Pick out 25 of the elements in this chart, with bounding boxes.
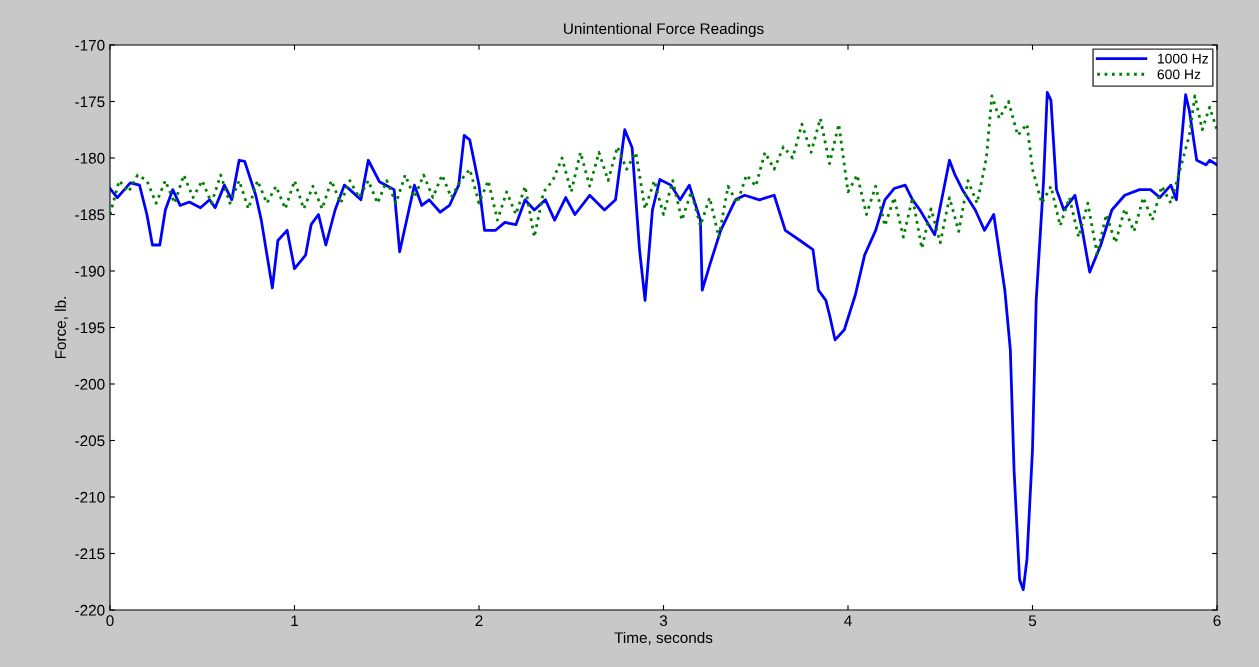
y-tick-label: -205	[75, 435, 105, 447]
x-tick-label: 3	[659, 615, 668, 627]
x-tick-label: 4	[844, 615, 852, 626]
x-tick-label: 0	[106, 615, 114, 627]
y-tick-label: -170	[75, 39, 105, 51]
y-tick-label: -180	[75, 152, 105, 164]
y-tick-label: -195	[75, 322, 105, 334]
x-tick-label: 6	[1213, 615, 1221, 627]
y-tick-label: -200	[75, 378, 105, 390]
legend-label: 1000 Hz	[1158, 53, 1208, 64]
x-tick-label: 1	[291, 615, 298, 626]
x-tick-label: 2	[475, 615, 483, 626]
x-axis-title: Time, seconds	[614, 631, 713, 645]
line-series	[110, 91, 1217, 592]
y-axis-title: Force, lb.	[54, 297, 68, 359]
x-tick-label: 5	[1028, 615, 1037, 627]
legend-label: 600 Hz	[1157, 69, 1201, 80]
y-tick-label: -190	[75, 265, 105, 277]
y-tick-label: -215	[75, 548, 105, 560]
y-tick-label: -185	[75, 209, 105, 221]
y-tick-label: -220	[75, 604, 105, 616]
y-tick-label: -210	[75, 491, 105, 503]
y-tick-label: -175	[75, 96, 105, 108]
line-series	[110, 94, 1217, 256]
chart-title: Unintentional Force Readings	[564, 22, 764, 38]
